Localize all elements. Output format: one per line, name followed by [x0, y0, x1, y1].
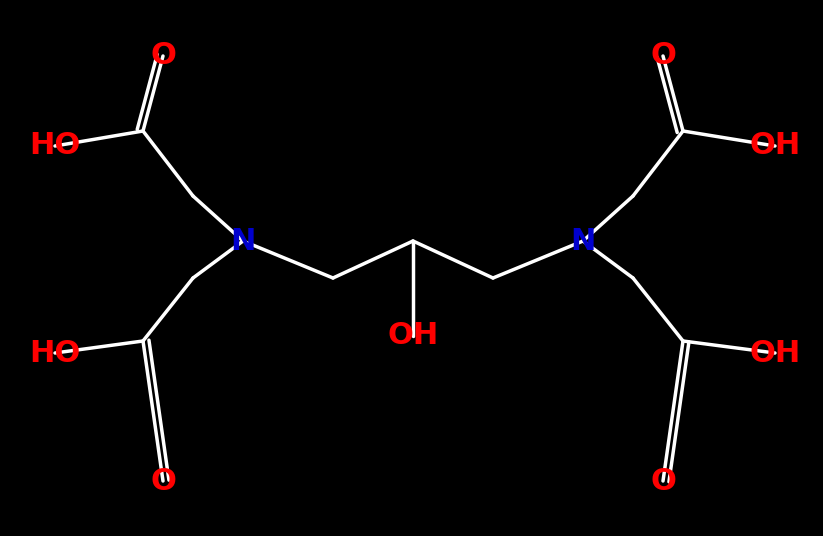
Text: O: O — [650, 41, 676, 71]
Text: HO: HO — [30, 131, 81, 160]
Text: O: O — [650, 466, 676, 495]
Text: O: O — [150, 466, 176, 495]
Text: N: N — [570, 227, 596, 256]
Text: OH: OH — [750, 339, 801, 368]
Text: OH: OH — [750, 131, 801, 160]
Text: N: N — [230, 227, 256, 256]
Text: O: O — [150, 41, 176, 71]
Text: HO: HO — [30, 339, 81, 368]
Text: OH: OH — [388, 322, 439, 351]
